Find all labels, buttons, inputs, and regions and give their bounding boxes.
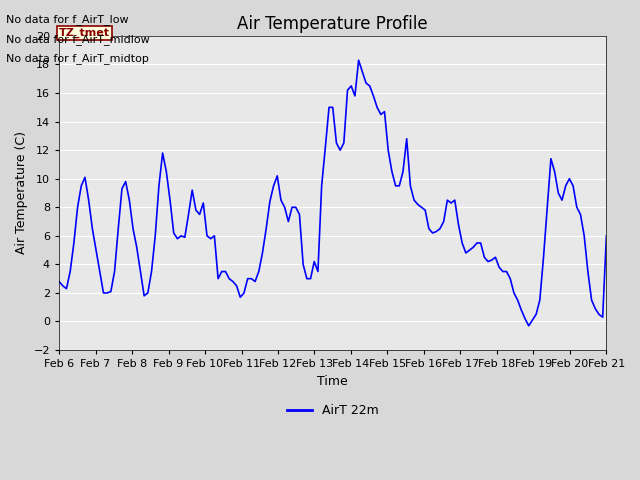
X-axis label: Time: Time — [317, 374, 348, 388]
Y-axis label: Air Temperature (C): Air Temperature (C) — [15, 132, 28, 254]
Text: No data for f_AirT_low: No data for f_AirT_low — [6, 14, 129, 25]
Legend: AirT 22m: AirT 22m — [282, 399, 383, 422]
Text: No data for f_AirT_midtop: No data for f_AirT_midtop — [6, 53, 149, 64]
Text: TZ_tmet: TZ_tmet — [59, 28, 110, 38]
Title: Air Temperature Profile: Air Temperature Profile — [237, 15, 428, 33]
Text: No data for f_AirT_midlow: No data for f_AirT_midlow — [6, 34, 150, 45]
